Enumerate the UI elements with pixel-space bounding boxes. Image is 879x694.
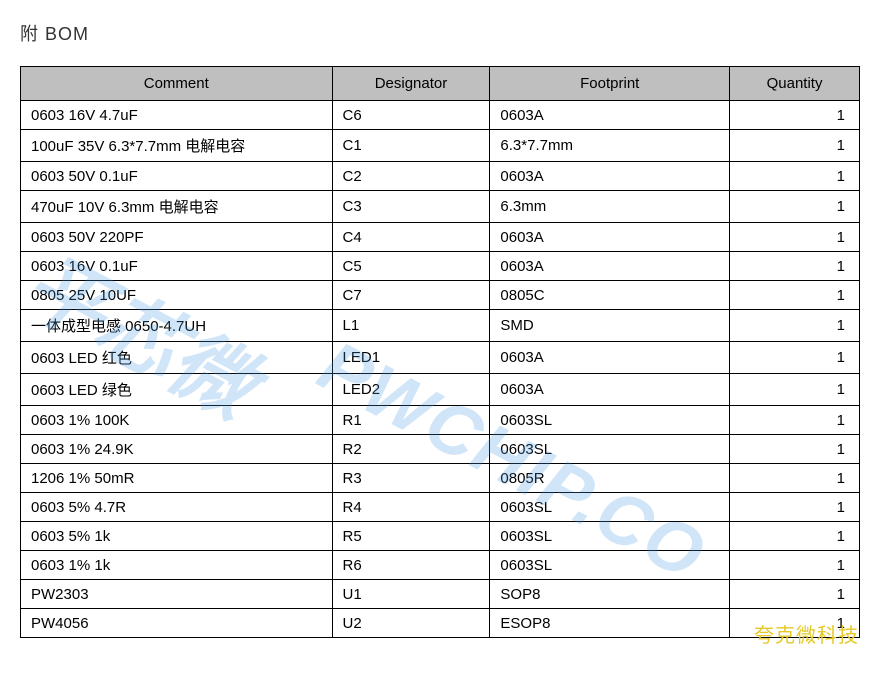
table-row: PW4056U2ESOP81: [21, 609, 860, 638]
table-row: 0603 5% 4.7RR40603SL1: [21, 493, 860, 522]
table-cell: U1: [332, 580, 490, 609]
table-row: 0603 16V 0.1uFC50603A1: [21, 252, 860, 281]
table-cell: 1: [730, 342, 860, 374]
table-cell: 0603SL: [490, 551, 730, 580]
table-cell: 0603 1% 24.9K: [21, 435, 333, 464]
table-row: 0805 25V 10UFC70805C1: [21, 281, 860, 310]
table-cell: ESOP8: [490, 609, 730, 638]
table-cell: 0603SL: [490, 406, 730, 435]
table-cell: 0603SL: [490, 522, 730, 551]
table-row: 0603 5% 1kR50603SL1: [21, 522, 860, 551]
table-cell: 100uF 35V 6.3*7.7mm 电解电容: [21, 130, 333, 162]
table-cell: 0603A: [490, 223, 730, 252]
table-cell: 1206 1% 50mR: [21, 464, 333, 493]
table-row: 0603 1% 100KR10603SL1: [21, 406, 860, 435]
table-cell: 0603 1% 1k: [21, 551, 333, 580]
table-cell: 1: [730, 406, 860, 435]
table-cell: 0603 1% 100K: [21, 406, 333, 435]
table-cell: 0603 16V 4.7uF: [21, 101, 333, 130]
table-cell: 0603SL: [490, 493, 730, 522]
table-cell: U2: [332, 609, 490, 638]
table-cell: 0603A: [490, 374, 730, 406]
table-cell: 0805 25V 10UF: [21, 281, 333, 310]
table-cell: C7: [332, 281, 490, 310]
table-cell: 0603 50V 0.1uF: [21, 162, 333, 191]
table-cell: 0603SL: [490, 435, 730, 464]
table-row: 0603 1% 1kR60603SL1: [21, 551, 860, 580]
table-cell: R2: [332, 435, 490, 464]
table-cell: 0603A: [490, 252, 730, 281]
table-cell: 0603 LED 红色: [21, 342, 333, 374]
table-cell: R4: [332, 493, 490, 522]
table-cell: SMD: [490, 310, 730, 342]
table-header-row: Comment Designator Footprint Quantity: [21, 67, 860, 101]
table-cell: LED1: [332, 342, 490, 374]
table-cell: 0603A: [490, 101, 730, 130]
table-cell: PW4056: [21, 609, 333, 638]
table-cell: 1: [730, 130, 860, 162]
table-row: 470uF 10V 6.3mm 电解电容C3 6.3mm1: [21, 191, 860, 223]
table-cell: 1: [730, 101, 860, 130]
table-cell: C3: [332, 191, 490, 223]
col-comment: Comment: [21, 67, 333, 101]
table-cell: 0603 LED 绿色: [21, 374, 333, 406]
table-cell: 0603 5% 4.7R: [21, 493, 333, 522]
table-cell: 一体成型电感 0650-4.7UH: [21, 310, 333, 342]
page-title: 附 BOM: [20, 20, 859, 46]
bom-table: Comment Designator Footprint Quantity 06…: [20, 66, 860, 638]
table-cell: 1: [730, 252, 860, 281]
table-cell: C5: [332, 252, 490, 281]
table-cell: 0805C: [490, 281, 730, 310]
table-cell: SOP8: [490, 580, 730, 609]
table-row: 0603 LED 绿色LED20603A1: [21, 374, 860, 406]
table-cell: L1: [332, 310, 490, 342]
table-row: 0603 1% 24.9KR20603SL1: [21, 435, 860, 464]
table-row: 0603 50V 220PFC40603A1: [21, 223, 860, 252]
table-row: PW2303U1SOP81: [21, 580, 860, 609]
table-cell: 1: [730, 310, 860, 342]
table-cell: 0603 16V 0.1uF: [21, 252, 333, 281]
table-cell: 0805R: [490, 464, 730, 493]
table-cell: 1: [730, 191, 860, 223]
table-row: 0603 16V 4.7uFC60603A1: [21, 101, 860, 130]
table-cell: 0603 5% 1k: [21, 522, 333, 551]
table-cell: 1: [730, 223, 860, 252]
table-cell: 1: [730, 493, 860, 522]
table-body: 0603 16V 4.7uFC60603A1100uF 35V 6.3*7.7m…: [21, 101, 860, 638]
table-cell: 1: [730, 464, 860, 493]
table-row: 一体成型电感 0650-4.7UHL1SMD1: [21, 310, 860, 342]
table-row: 1206 1% 50mRR30805R1: [21, 464, 860, 493]
col-designator: Designator: [332, 67, 490, 101]
table-cell: 470uF 10V 6.3mm 电解电容: [21, 191, 333, 223]
table-row: 0603 LED 红色LED10603A1: [21, 342, 860, 374]
table-row: 100uF 35V 6.3*7.7mm 电解电容C1 6.3*7.7mm1: [21, 130, 860, 162]
table-cell: 1: [730, 580, 860, 609]
table-cell: 6.3*7.7mm: [490, 130, 730, 162]
table-cell: 1: [730, 551, 860, 580]
table-cell: 1: [730, 522, 860, 551]
table-row: 0603 50V 0.1uFC20603A1: [21, 162, 860, 191]
table-cell: 6.3mm: [490, 191, 730, 223]
col-footprint: Footprint: [490, 67, 730, 101]
table-cell: 1: [730, 374, 860, 406]
table-cell: LED2: [332, 374, 490, 406]
footer-brand: 夸克微科技: [754, 619, 859, 648]
table-cell: 0603 50V 220PF: [21, 223, 333, 252]
table-cell: 0603A: [490, 342, 730, 374]
table-cell: R6: [332, 551, 490, 580]
table-cell: PW2303: [21, 580, 333, 609]
table-cell: R3: [332, 464, 490, 493]
table-cell: 0603A: [490, 162, 730, 191]
table-cell: C1: [332, 130, 490, 162]
table-cell: 1: [730, 435, 860, 464]
table-cell: 1: [730, 281, 860, 310]
table-cell: C2: [332, 162, 490, 191]
table-cell: 1: [730, 162, 860, 191]
col-quantity: Quantity: [730, 67, 860, 101]
table-cell: R5: [332, 522, 490, 551]
table-cell: C6: [332, 101, 490, 130]
table-cell: C4: [332, 223, 490, 252]
table-cell: R1: [332, 406, 490, 435]
